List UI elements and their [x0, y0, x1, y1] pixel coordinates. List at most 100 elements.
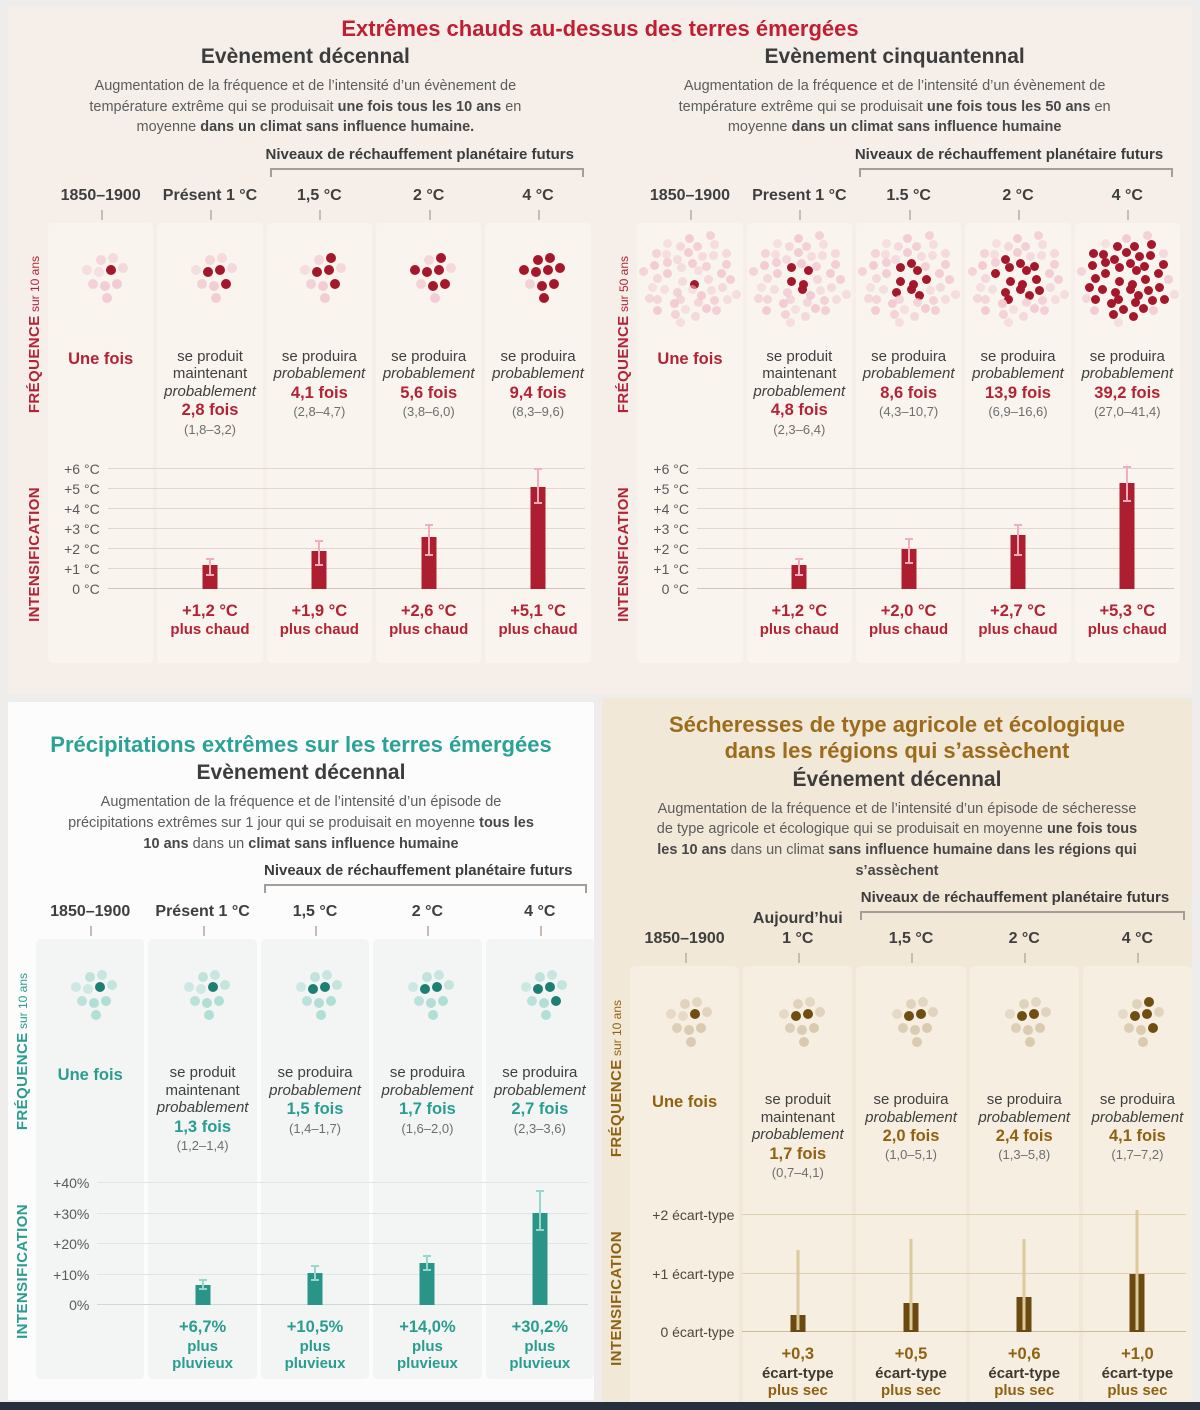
intensity-value-line: +2,0 °C [880, 601, 937, 620]
frequency-baseline-label: Une fois [652, 1093, 718, 1112]
dot-event-occurred [1131, 298, 1141, 308]
column-card-4 [485, 939, 595, 1380]
frequency-probablement: probablement [381, 1081, 474, 1099]
dot-event-occurred [1118, 305, 1128, 315]
dot-event-occurred [797, 284, 807, 294]
intensity-value-cell: +14,0% plus pluvieux [373, 1313, 481, 1379]
gridline [107, 467, 585, 469]
frequency-probablement: probablement [1091, 1108, 1184, 1126]
dot-event-baseline [722, 295, 732, 305]
dot-event-baseline [310, 971, 321, 982]
dot-event-baseline [423, 255, 434, 266]
dot-event-baseline [1054, 274, 1064, 284]
dot-cluster [60, 969, 120, 1022]
dot-event-baseline [1076, 267, 1086, 277]
frequency-value: 4,1 fois [1108, 1127, 1166, 1146]
dot-event-baseline [520, 981, 531, 992]
error-bar-cap-high [206, 557, 215, 560]
error-bar-line [1016, 524, 1019, 555]
column-header-tick [315, 926, 318, 937]
dot-event-baseline [538, 997, 549, 1008]
dot-event-baseline [891, 255, 901, 265]
frequency-range: (1,6–2,0) [401, 1120, 454, 1136]
future-warming-bracket [264, 884, 587, 894]
column-header-tick [1017, 209, 1020, 220]
gridline [696, 507, 1174, 509]
frequency-text: se produit maintenant probablement 4,8 fois… [747, 341, 852, 437]
frequency-axis-label-sub: sur 10 ans [609, 999, 624, 1059]
column-header-tick [689, 209, 692, 220]
dots-row [36, 939, 594, 1057]
dot-event-baseline [1118, 1008, 1129, 1019]
axis-tick-label: +30% [53, 1205, 90, 1222]
dot-event-baseline [716, 269, 726, 279]
dot-event-baseline [677, 263, 687, 273]
frequency-baseline-label: Une fois [68, 349, 134, 368]
column-card-4 [485, 222, 591, 663]
frequency-cell: Une fois [630, 1084, 739, 1190]
column-card-4 [1082, 966, 1193, 1407]
dot-event-occurred [1154, 269, 1164, 279]
dot-event-baseline [111, 279, 122, 290]
panel-body: FRÉQUENCE sur 10 ans INTENSIFICATION Une f… [8, 939, 595, 1380]
dot-event-baseline [990, 249, 1000, 259]
dot-event-occurred [533, 255, 544, 266]
frequency-cell: se produit maintenant probablement 1,3 fois… [148, 1057, 256, 1163]
dot-event-occurred [549, 279, 560, 290]
dot-cluster-cell [485, 223, 590, 341]
frequency-row: Une fois se produit maintenant probablement… [637, 341, 1180, 447]
dot-event-baseline [652, 249, 662, 259]
panel-description-segment: en moyenne [727, 98, 1111, 136]
dot-event-baseline [785, 294, 795, 304]
dot-event-baseline [95, 255, 106, 266]
dot-event-baseline [798, 1036, 809, 1047]
frequency-probablement: probablement [1081, 365, 1174, 383]
dot-cluster-cell [267, 223, 372, 341]
dot-event-baseline [1060, 289, 1070, 299]
dot-event-occurred [1016, 259, 1026, 269]
dot-event-baseline [999, 309, 1009, 319]
error-bar-cap-high [311, 1265, 320, 1268]
dot-event-baseline [980, 249, 990, 259]
dot-event-baseline [925, 286, 935, 296]
intensity-chart-row: 0% +10% +20% +30% +40% [36, 1163, 594, 1313]
dot-event-baseline [81, 265, 92, 276]
panel-description-segment: en moyenne [136, 98, 522, 136]
column-header-3: 2 °C [965, 187, 1070, 220]
frequency-probablement: probablement [382, 365, 475, 383]
frequency-axis-label: FRÉQUENCE sur 10 ans [14, 973, 31, 1130]
dot-cluster [857, 229, 961, 329]
intensification-rail: INTENSIFICATION [14, 1163, 31, 1379]
intensity-value-cell: +2,7 °C plus chaud [965, 597, 1070, 663]
frequency-range: (2,3–3,6) [513, 1120, 566, 1136]
dot-event-baseline [1138, 1036, 1149, 1047]
intensity-value-label: +2,0 °C plus chaud [856, 597, 961, 639]
dot-event-occurred [1148, 1022, 1159, 1033]
column-header-tick [202, 926, 205, 937]
column-header-label: 4 °C [1121, 930, 1154, 948]
dot-event-baseline [921, 261, 931, 271]
intensity-axis-cell [48, 447, 153, 597]
intensity-bar [1119, 482, 1135, 589]
intensity-value-cell: +1,2 °C plus chaud [747, 597, 852, 663]
dot-event-baseline [928, 1006, 938, 1017]
intensity-value-line: plus chaud [389, 621, 469, 639]
dot-event-baseline [1009, 305, 1019, 315]
frequency-text-line: se produira [871, 347, 947, 365]
gridline [742, 1214, 1186, 1216]
intensity-bar [419, 1262, 435, 1306]
frequency-probablement: probablement [156, 1099, 249, 1117]
intensity-value-line: plus chaud [498, 621, 578, 639]
frequency-probablement: probablement [865, 1108, 957, 1126]
column-header-1: Aujourd’hui 1 °C [743, 910, 852, 964]
dot-event-occurred [690, 280, 700, 290]
dot-event-baseline [1082, 293, 1092, 303]
column-card-2 [260, 939, 370, 1380]
frequency-cell: se produira probablement 2,7 fois (2,3–3,6) [486, 1057, 594, 1163]
dot-event-baseline [444, 979, 455, 990]
axis-rail: FRÉQUENCE sur 10 ans INTENSIFICATION [602, 966, 630, 1406]
intensity-bar-cell [743, 1190, 852, 1340]
intensity-bar-cell [373, 1163, 481, 1313]
dot-event-baseline [696, 290, 706, 300]
column-header-tick [908, 209, 911, 220]
